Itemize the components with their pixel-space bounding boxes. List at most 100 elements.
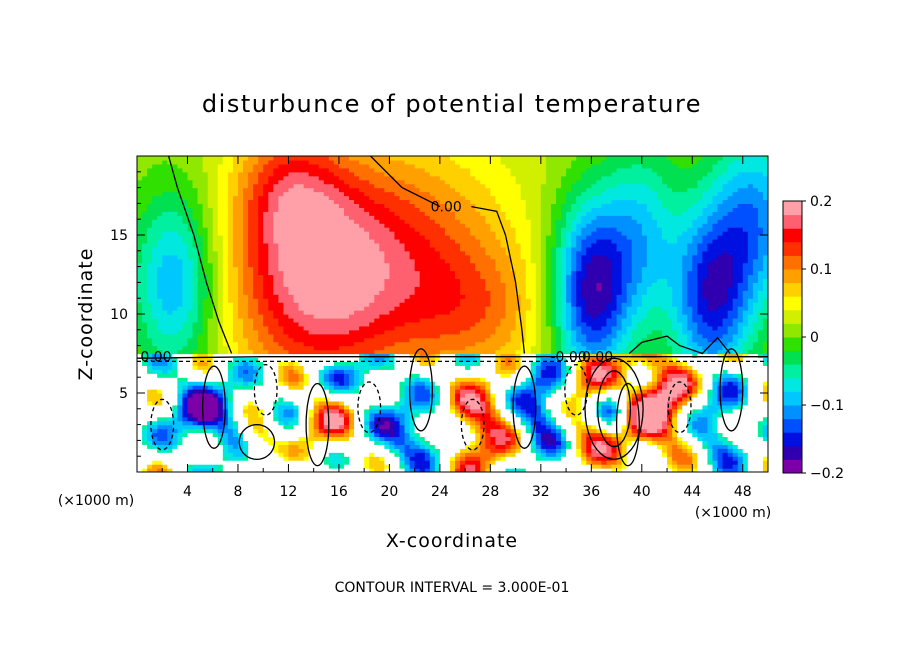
heatmap-cell — [374, 432, 380, 438]
heatmap-cell — [566, 321, 572, 327]
heatmap-cell — [268, 400, 274, 406]
heatmap-cell — [217, 412, 224, 418]
heatmap-cell — [732, 408, 739, 414]
heatmap-cell — [727, 333, 734, 339]
heatmap-cell — [187, 341, 194, 347]
heatmap-cell — [586, 393, 592, 398]
heatmap-cell — [394, 412, 401, 418]
heatmap-cell — [333, 314, 340, 319]
heatmap-cell — [197, 460, 204, 465]
heatmap-cell — [288, 412, 295, 418]
heatmap-cell — [586, 314, 592, 319]
heatmap-cell — [561, 357, 567, 362]
heatmap-cell — [374, 468, 380, 472]
heatmap-cell — [394, 329, 401, 335]
heatmap-cell — [424, 468, 431, 472]
heatmap-cell — [712, 404, 719, 410]
heatmap-cell — [485, 373, 491, 378]
heatmap-cell — [661, 377, 668, 382]
heatmap-cell — [707, 464, 714, 469]
heatmap-cell — [697, 408, 703, 414]
heatmap-cell — [187, 428, 194, 434]
heatmap-cell — [253, 353, 259, 359]
heatmap-cell — [616, 381, 623, 386]
heatmap-cell — [742, 424, 749, 430]
heatmap-cell — [732, 353, 739, 359]
heatmap-cell — [202, 341, 209, 347]
heatmap-cell — [545, 420, 552, 426]
heatmap-cell — [283, 456, 290, 461]
heatmap-cell — [667, 314, 673, 319]
heatmap-cell — [737, 377, 744, 382]
heatmap-cell — [455, 361, 461, 366]
heatmap-cell — [414, 468, 421, 472]
heatmap-cell — [667, 432, 673, 438]
heatmap-cell — [505, 396, 512, 402]
heatmap-cell — [687, 365, 693, 370]
heatmap-cell — [268, 325, 274, 331]
heatmap-cell — [672, 365, 678, 370]
heatmap-cell — [540, 325, 547, 331]
heatmap-cell — [651, 325, 658, 331]
heatmap-cell — [505, 333, 512, 339]
heatmap-cell — [369, 428, 375, 434]
heatmap-cell — [702, 404, 709, 410]
heatmap-cell — [757, 436, 764, 441]
heatmap-cell — [480, 361, 486, 366]
heatmap-cell — [606, 400, 613, 406]
heatmap-cell — [444, 365, 451, 370]
heatmap-cell — [207, 396, 214, 402]
heatmap-cell — [207, 452, 214, 457]
heatmap-cell — [672, 456, 678, 461]
heatmap-cell — [409, 452, 416, 457]
heatmap-cell — [197, 456, 204, 461]
heatmap-cell — [414, 420, 421, 426]
heatmap-cell — [722, 400, 729, 406]
heatmap-cell — [137, 420, 143, 426]
heatmap-cell — [273, 404, 279, 410]
heatmap-cell — [237, 341, 244, 347]
heatmap-cell — [611, 408, 618, 414]
heatmap-cell — [616, 361, 623, 366]
heatmap-cell — [424, 373, 431, 378]
heatmap-cell — [682, 333, 688, 339]
heatmap-cell — [747, 393, 754, 398]
heatmap-cell — [712, 448, 719, 453]
heatmap-cell — [566, 377, 572, 382]
heatmap-cell — [283, 420, 290, 426]
heatmap-cell — [227, 404, 234, 410]
heatmap-cell — [470, 420, 476, 426]
heatmap-cell — [303, 468, 310, 472]
heatmap-cell — [409, 456, 416, 461]
heatmap-cell — [414, 428, 421, 434]
heatmap-cell — [641, 452, 648, 457]
heatmap-cell — [490, 464, 497, 469]
heatmap-cell — [485, 396, 491, 402]
heatmap-cell — [177, 389, 184, 394]
heatmap-cell — [374, 321, 380, 327]
heatmap-cell — [182, 321, 189, 327]
heatmap-cell — [147, 412, 153, 418]
heatmap-cell — [167, 432, 173, 438]
heatmap-cell — [626, 337, 633, 343]
heatmap-cell — [434, 345, 441, 351]
heatmap-cell — [656, 440, 663, 445]
heatmap-cell — [328, 428, 335, 434]
heatmap-cell — [742, 389, 749, 394]
heatmap-cell — [656, 337, 663, 343]
heatmap-cell — [359, 416, 365, 422]
heatmap-cell — [248, 424, 254, 430]
heatmap-cell — [641, 357, 648, 362]
heatmap-cell — [641, 333, 648, 339]
heatmap-cell — [202, 361, 209, 366]
heatmap-cell — [661, 361, 668, 366]
heatmap-cell — [328, 345, 335, 351]
heatmap-cell — [192, 436, 199, 441]
heatmap-cell — [253, 432, 259, 438]
heatmap-cell — [217, 428, 224, 434]
heatmap-cell — [338, 436, 345, 441]
heatmap-cell — [702, 337, 709, 343]
heatmap-cell — [697, 416, 703, 422]
heatmap-cell — [369, 424, 375, 430]
heatmap-cell — [187, 448, 194, 453]
